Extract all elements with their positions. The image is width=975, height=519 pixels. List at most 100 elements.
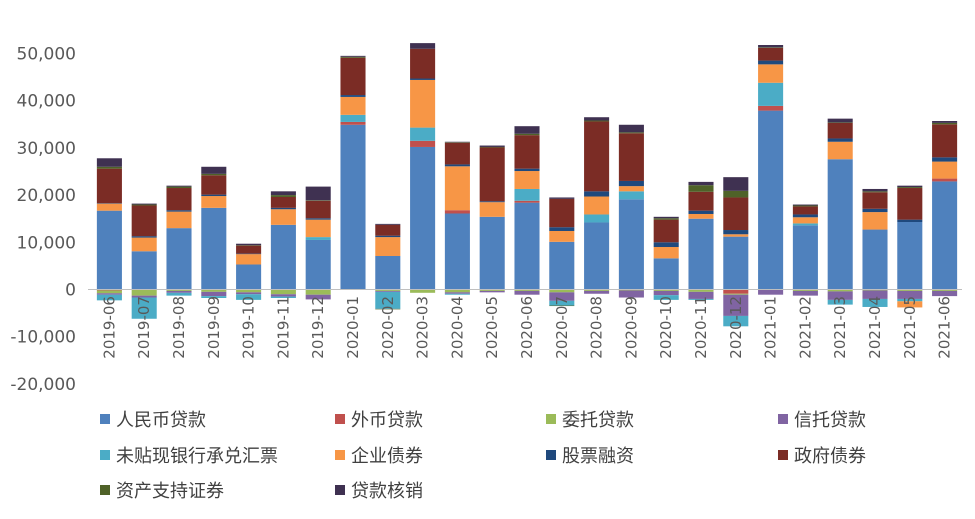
bar-segment (932, 161, 958, 179)
bar-segment (653, 247, 679, 259)
bar-segment (723, 234, 749, 237)
x-tick-label: 2021-04 (866, 296, 884, 359)
bar-segment (236, 289, 262, 293)
x-tick-label: 2021-02 (796, 296, 814, 359)
bar-segment (862, 212, 888, 230)
bar-segment (201, 291, 227, 297)
x-tick-label: 2021-03 (831, 296, 849, 359)
bar-segment (131, 297, 157, 319)
bar-segment (897, 219, 923, 222)
bar-segment (723, 315, 749, 327)
bar-segment (201, 207, 227, 290)
bar-segment (792, 206, 818, 215)
legend-item: 委托贷款 (546, 410, 634, 431)
bar-segment (723, 293, 749, 295)
legend-label: 政府债券 (794, 446, 866, 467)
bar-segment (131, 205, 157, 237)
bar-segment (618, 133, 644, 181)
bar-segment (723, 236, 749, 290)
bar-segment (549, 197, 575, 199)
bar-segment (932, 289, 958, 291)
bar-segment (96, 294, 122, 301)
bar-segment (131, 251, 157, 290)
x-tick-label: 2020-09 (622, 296, 640, 359)
x-tick-label: 2020-12 (727, 296, 745, 359)
bar-segment (584, 120, 610, 122)
x-tick-label: 2020-02 (379, 296, 397, 359)
bar-segment (897, 188, 923, 220)
bar-segment (897, 290, 923, 299)
bar-segment (444, 289, 470, 293)
bar-segment (723, 177, 749, 191)
bar-segment (862, 191, 888, 193)
bar-segment (653, 242, 679, 248)
bar-segment (862, 290, 888, 299)
bar-segment (618, 199, 644, 290)
bar-segment (236, 245, 262, 246)
bar-segment (514, 135, 540, 169)
bar-segment (758, 60, 784, 65)
bar-segment (305, 294, 331, 300)
bar-segment (514, 126, 540, 134)
bar-segment (549, 289, 575, 293)
bar-segment (514, 290, 540, 295)
bar-segment (618, 180, 644, 187)
legend-swatch (335, 450, 345, 460)
bar-segment (305, 289, 331, 295)
bar-segment (270, 209, 296, 225)
x-tick-label: 2019-11 (274, 296, 292, 359)
bar-segment (514, 188, 540, 201)
bar-segment (375, 224, 401, 236)
bar-segment (932, 181, 958, 290)
bar-segment (340, 57, 366, 96)
legend-swatch (546, 450, 556, 460)
bar-segment (166, 290, 192, 293)
y-tick-label: 10,000 (17, 233, 76, 253)
bar-segment (270, 191, 296, 196)
bar-segment (410, 146, 436, 290)
bar-segment (862, 192, 888, 209)
legend-swatch (100, 414, 110, 424)
bar-segment (166, 289, 192, 291)
bar-segment (479, 290, 505, 293)
bar-segment (688, 291, 714, 299)
bar-segment (96, 203, 122, 204)
x-tick-label: 2020-10 (657, 296, 675, 359)
bar-segment (723, 294, 749, 316)
bar-segment (236, 243, 262, 246)
bar-segment (688, 185, 714, 192)
legend-item: 信托贷款 (778, 410, 866, 431)
bar-segment (131, 289, 157, 296)
bar-segment (166, 185, 192, 187)
bar-segment (688, 289, 714, 292)
bar-segment (653, 216, 679, 219)
y-tick-label: -20,000 (10, 375, 76, 395)
bar-segment (444, 213, 470, 290)
legend-item: 外币贷款 (335, 410, 423, 431)
bar-segment (792, 225, 818, 290)
bar-segment (723, 197, 749, 231)
legend-label: 未贴现银行承兑汇票 (116, 446, 278, 467)
bar-segment (723, 230, 749, 235)
x-tick-label: 2019-06 (100, 296, 118, 359)
bar-segment (827, 122, 853, 139)
bar-segment (375, 255, 401, 290)
bar-segment (444, 164, 470, 167)
legend-swatch (778, 450, 788, 460)
bar-segment (897, 289, 923, 291)
bar-segment (305, 200, 331, 219)
x-tick-label: 2020-04 (448, 296, 466, 359)
bar-segment (201, 194, 227, 197)
bar-segment (305, 186, 331, 201)
bar-segment (792, 217, 818, 224)
bar-segment (932, 122, 958, 125)
bar-segment (584, 222, 610, 290)
x-tick-label: 2021-01 (762, 296, 780, 359)
bar-segment (514, 133, 540, 136)
bar-segment (758, 110, 784, 290)
bar-segment (479, 289, 505, 291)
x-tick-label: 2020-08 (588, 296, 606, 359)
bar-segment (827, 118, 853, 123)
y-tick-label: 0 (65, 281, 76, 301)
